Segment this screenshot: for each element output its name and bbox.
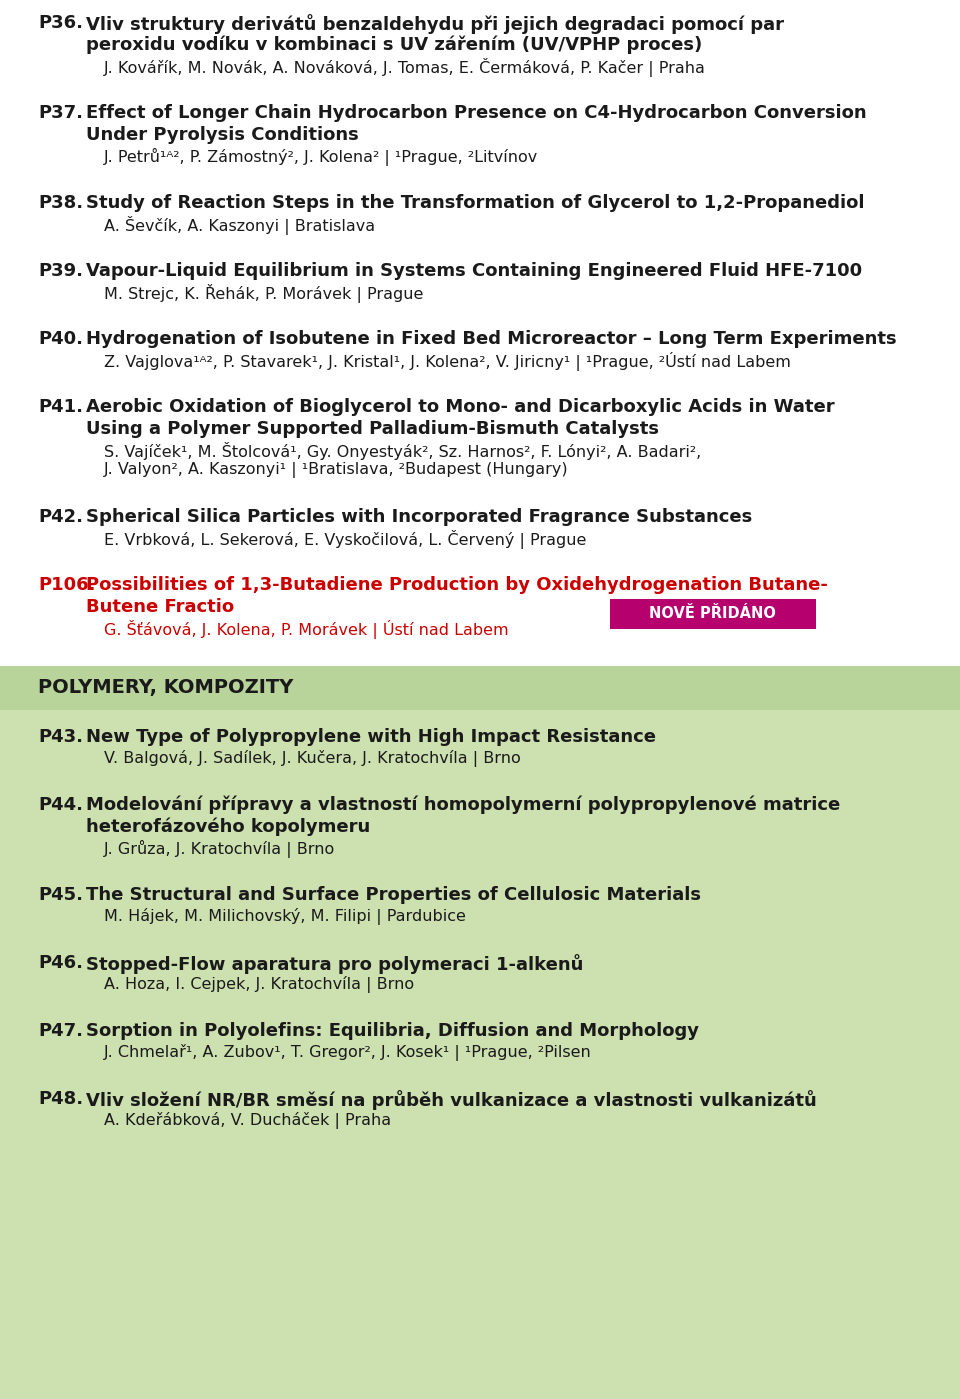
Text: Possibilities of 1,3-Butadiene Production by Oxidehydrogenation Butane-: Possibilities of 1,3-Butadiene Productio… <box>86 576 828 595</box>
Text: S. Vajíček¹, M. Štolcová¹, Gy. Onyestyák², Sz. Harnos², F. Lónyi², A. Badari²,: S. Vajíček¹, M. Štolcová¹, Gy. Onyestyák… <box>104 442 701 460</box>
Text: Spherical Silica Particles with Incorporated Fragrance Substances: Spherical Silica Particles with Incorpor… <box>86 508 753 526</box>
Text: P47.: P47. <box>38 1023 84 1039</box>
Text: P42.: P42. <box>38 508 84 526</box>
Text: Aerobic Oxidation of Bioglycerol to Mono- and Dicarboxylic Acids in Water: Aerobic Oxidation of Bioglycerol to Mono… <box>86 397 835 416</box>
Text: heterofázového kopolymeru: heterofázového kopolymeru <box>86 818 371 837</box>
Text: P36.: P36. <box>38 14 84 32</box>
Text: Effect of Longer Chain Hydrocarbon Presence on C4-Hydrocarbon Conversion: Effect of Longer Chain Hydrocarbon Prese… <box>86 104 867 122</box>
Text: Butene Fractio: Butene Fractio <box>86 597 234 616</box>
Text: Under Pyrolysis Conditions: Under Pyrolysis Conditions <box>86 126 359 144</box>
Text: J. Valyon², A. Kaszonyi¹ | ¹Bratislava, ²Budapest (Hungary): J. Valyon², A. Kaszonyi¹ | ¹Bratislava, … <box>104 462 568 478</box>
Text: NOVĚ PŘIDÁNO: NOVĚ PŘIDÁNO <box>649 607 777 621</box>
Text: Vliv struktury derivátů benzaldehydu při jejich degradaci pomocí par: Vliv struktury derivátů benzaldehydu při… <box>86 14 784 34</box>
Text: The Structural and Surface Properties of Cellulosic Materials: The Structural and Surface Properties of… <box>86 886 702 904</box>
Text: J. Kovářík, M. Novák, A. Nováková, J. Tomas, E. Čermáková, P. Kačer | Praha: J. Kovářík, M. Novák, A. Nováková, J. To… <box>104 57 706 77</box>
Text: M. Strejc, K. Řehák, P. Morávek | Prague: M. Strejc, K. Řehák, P. Morávek | Prague <box>104 284 423 304</box>
Text: Study of Reaction Steps in the Transformation of Glycerol to 1,2-Propanediol: Study of Reaction Steps in the Transform… <box>86 194 865 213</box>
Text: Stopped-Flow aparatura pro polymeraci 1-alkenů: Stopped-Flow aparatura pro polymeraci 1-… <box>86 954 584 974</box>
Text: P44.: P44. <box>38 796 84 814</box>
Text: P48.: P48. <box>38 1090 84 1108</box>
Text: J. Chmelař¹, A. Zubov¹, T. Gregor², J. Kosek¹ | ¹Prague, ²Pilsen: J. Chmelař¹, A. Zubov¹, T. Gregor², J. K… <box>104 1044 591 1060</box>
Text: V. Balgová, J. Sadílek, J. Kučera, J. Kratochvíla | Brno: V. Balgová, J. Sadílek, J. Kučera, J. Kr… <box>104 750 520 767</box>
Text: Vapour-Liquid Equilibrium in Systems Containing Engineered Fluid HFE-7100: Vapour-Liquid Equilibrium in Systems Con… <box>86 262 862 280</box>
FancyBboxPatch shape <box>610 599 816 630</box>
Text: P38.: P38. <box>38 194 84 213</box>
Text: Z. Vajglova¹ᴬ², P. Stavarek¹, J. Kristal¹, J. Kolena², V. Jiricny¹ | ¹Prague, ²Ú: Z. Vajglova¹ᴬ², P. Stavarek¹, J. Kristal… <box>104 353 790 371</box>
Text: POLYMERY, KOMPOZITY: POLYMERY, KOMPOZITY <box>38 679 294 698</box>
Text: A. Hoza, I. Cejpek, J. Kratochvíla | Brno: A. Hoza, I. Cejpek, J. Kratochvíla | Brn… <box>104 977 414 993</box>
Text: P106.: P106. <box>38 576 96 595</box>
Text: A. Kdeřábková, V. Ducháček | Praha: A. Kdeřábková, V. Ducháček | Praha <box>104 1112 391 1129</box>
Text: Vliv složení NR/BR směsí na průběh vulkanizace a vlastnosti vulkanizátů: Vliv složení NR/BR směsí na průběh vulka… <box>86 1090 817 1109</box>
Text: P41.: P41. <box>38 397 84 416</box>
Text: P39.: P39. <box>38 262 84 280</box>
Text: P40.: P40. <box>38 330 84 348</box>
FancyBboxPatch shape <box>0 666 960 711</box>
Text: Modelování přípravy a vlastností homopolymerní polypropylenové matrice: Modelování přípravy a vlastností homopol… <box>86 796 841 814</box>
Text: A. Ševčík, A. Kaszonyi | Bratislava: A. Ševčík, A. Kaszonyi | Bratislava <box>104 215 374 235</box>
Text: M. Hájek, M. Milichovský, M. Filipi | Pardubice: M. Hájek, M. Milichovský, M. Filipi | Pa… <box>104 908 466 925</box>
Text: P46.: P46. <box>38 954 84 972</box>
Text: Using a Polymer Supported Palladium-Bismuth Catalysts: Using a Polymer Supported Palladium-Bism… <box>86 420 660 438</box>
Text: E. Vrbková, L. Sekerová, E. Vyskočilová, L. Červený | Prague: E. Vrbková, L. Sekerová, E. Vyskočilová,… <box>104 530 586 548</box>
Text: New Type of Polypropylene with High Impact Resistance: New Type of Polypropylene with High Impa… <box>86 727 657 746</box>
Text: peroxidu vodíku v kombinaci s UV zářením (UV/VPHP proces): peroxidu vodíku v kombinaci s UV zářením… <box>86 36 703 55</box>
Text: G. Šťávová, J. Kolena, P. Morávek | Ústí nad Labem: G. Šťávová, J. Kolena, P. Morávek | Ústí… <box>104 620 508 639</box>
Text: P45.: P45. <box>38 886 84 904</box>
Text: Sorption in Polyolefins: Equilibria, Diffusion and Morphology: Sorption in Polyolefins: Equilibria, Dif… <box>86 1023 700 1039</box>
Text: P43.: P43. <box>38 727 84 746</box>
Text: J. Grůza, J. Kratochvíla | Brno: J. Grůza, J. Kratochvíla | Brno <box>104 839 335 858</box>
Text: P37.: P37. <box>38 104 84 122</box>
FancyBboxPatch shape <box>0 711 960 1399</box>
Text: Hydrogenation of Isobutene in Fixed Bed Microreactor – Long Term Experiments: Hydrogenation of Isobutene in Fixed Bed … <box>86 330 897 348</box>
Text: J. Petrů¹ᴬ², P. Zámostný², J. Kolena² | ¹Prague, ²Litvínov: J. Petrů¹ᴬ², P. Zámostný², J. Kolena² | … <box>104 148 538 166</box>
